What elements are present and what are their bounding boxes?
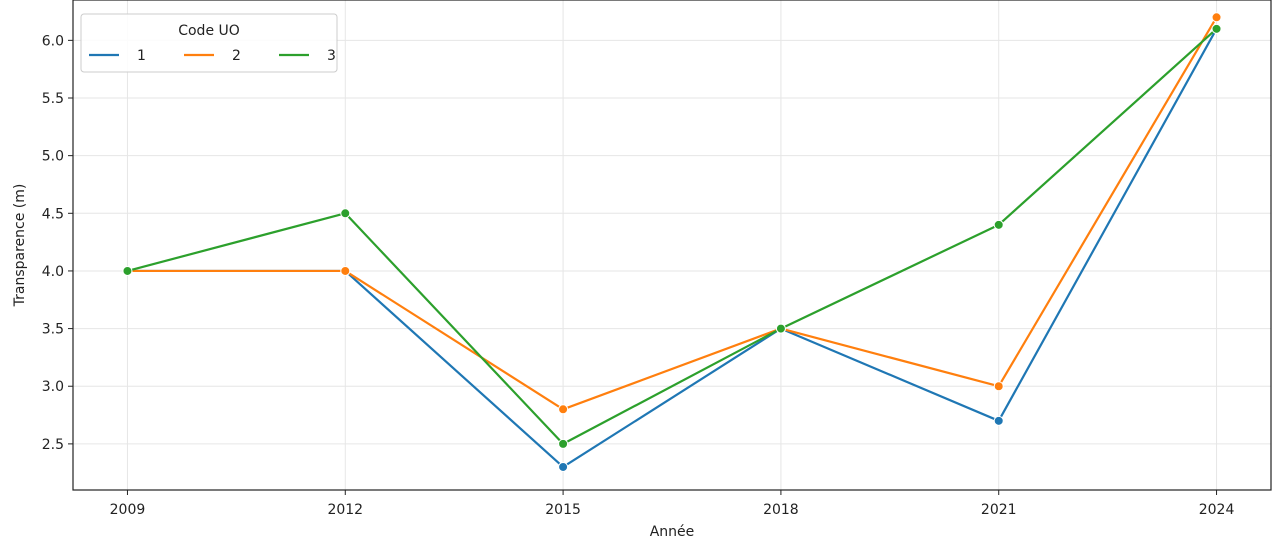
x-tick-label: 2024	[1199, 502, 1235, 518]
legend-item: 2	[184, 48, 241, 64]
plot-area-frame	[72, 0, 1272, 491]
y-tick-label: 6.0	[42, 33, 64, 49]
data-point	[340, 265, 351, 276]
legend: Code UO 1 2 3	[80, 13, 338, 73]
y-tick-label: 5.5	[42, 91, 64, 107]
data-point	[340, 208, 351, 219]
series-line	[126, 27, 1218, 469]
legend-item: 3	[279, 48, 336, 64]
x-axis-label: Année	[650, 524, 695, 540]
x-tick-label: 2012	[327, 502, 363, 518]
y-axis-label: Transparence (m)	[12, 184, 28, 308]
grid	[73, 0, 1271, 490]
series-1	[122, 23, 1222, 472]
series-lines	[122, 12, 1222, 472]
data-point	[558, 404, 569, 415]
legend-title: Code UO	[178, 23, 240, 39]
data-point	[558, 461, 569, 472]
axis-ticks: 2009 2012 2015 2018 2021 2024 2.5 3.0 3.5 4.0 4.5 5…	[42, 33, 1235, 518]
data-point	[1211, 12, 1222, 23]
legend-label: 3	[327, 48, 336, 64]
series-line	[126, 16, 1218, 411]
legend-label: 2	[232, 48, 241, 64]
series-line	[126, 27, 1218, 445]
data-point	[993, 415, 1004, 426]
legend-label: 1	[137, 48, 146, 64]
y-tick-label: 2.5	[42, 437, 64, 453]
y-tick-label: 3.5	[42, 322, 64, 338]
legend-item: 1	[89, 48, 146, 64]
data-point	[775, 323, 786, 334]
y-tick-label: 4.5	[42, 206, 64, 222]
y-tick-label: 3.0	[42, 379, 64, 395]
data-point	[1211, 23, 1222, 34]
y-tick-label: 5.0	[42, 149, 64, 165]
data-point	[993, 219, 1004, 230]
x-tick-label: 2021	[981, 502, 1017, 518]
x-tick-label: 2009	[110, 502, 146, 518]
x-tick-label: 2018	[763, 502, 799, 518]
y-tick-label: 4.0	[42, 264, 64, 280]
x-tick-label: 2015	[545, 502, 581, 518]
data-point	[558, 438, 569, 449]
data-point	[993, 381, 1004, 392]
legend-box	[80, 13, 338, 73]
data-point	[122, 265, 133, 276]
series-3	[122, 23, 1222, 449]
